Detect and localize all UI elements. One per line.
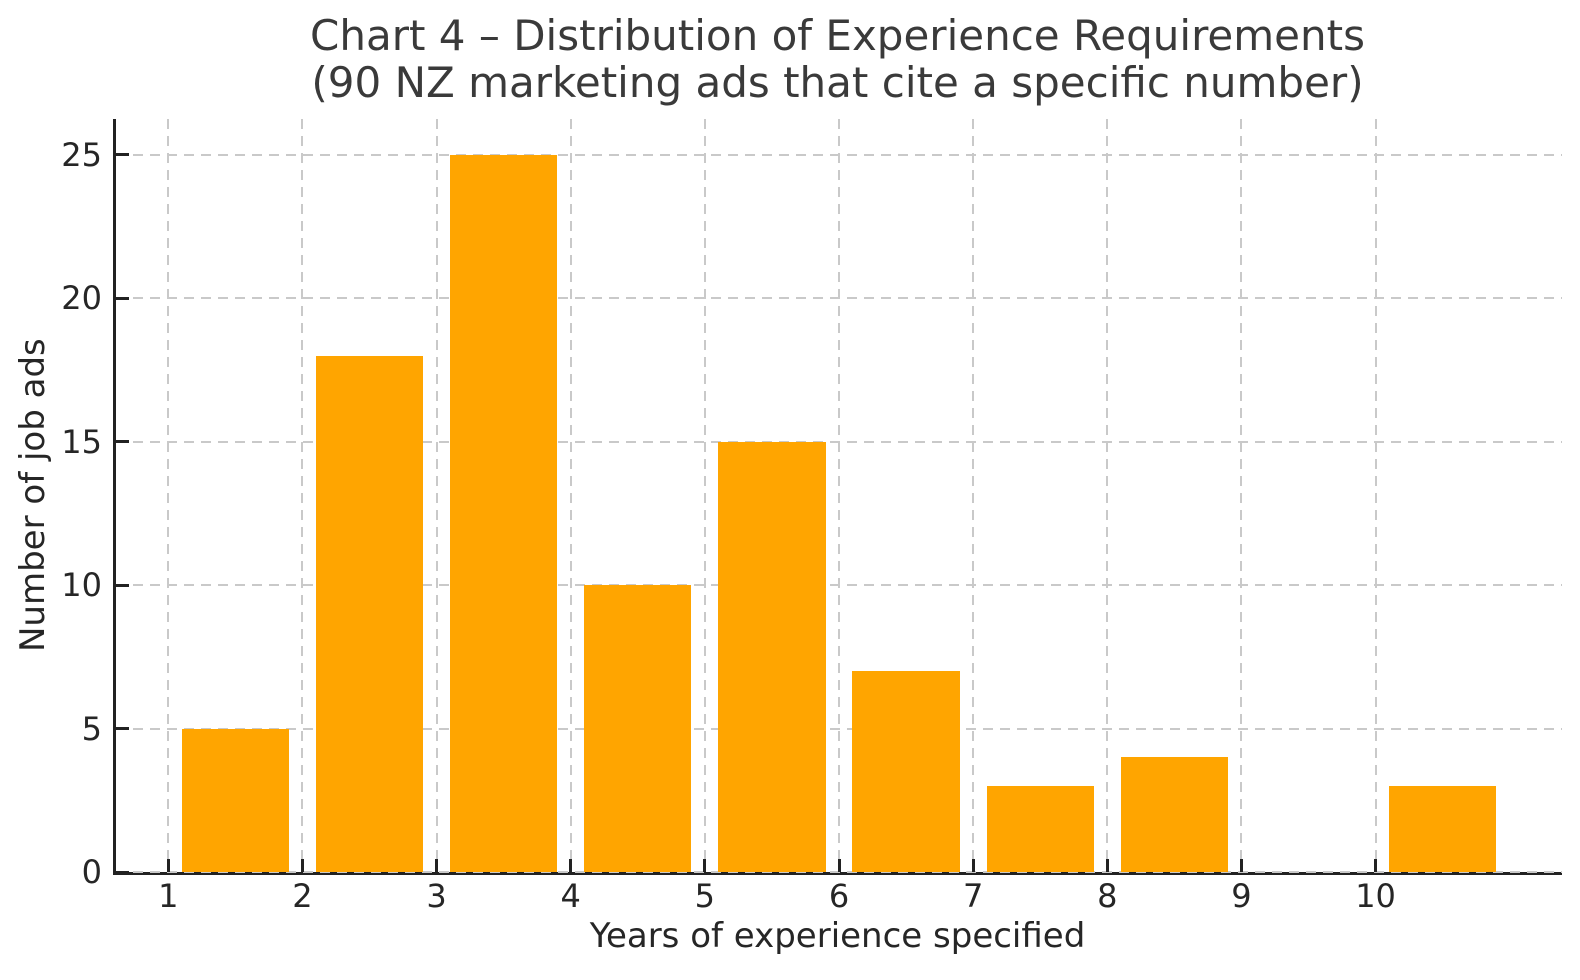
x-tick-label: 9 bbox=[1231, 877, 1252, 915]
v-gridline bbox=[1240, 119, 1243, 872]
x-tick-label: 7 bbox=[962, 877, 984, 915]
chart-title-line1: Chart 4 – Distribution of Experience Req… bbox=[310, 11, 1365, 60]
x-tick-mark bbox=[166, 859, 170, 872]
x-tick-mark bbox=[435, 859, 439, 872]
v-gridline bbox=[569, 119, 572, 872]
bar bbox=[1388, 785, 1497, 872]
chart-title-line2: (90 NZ marketing ads that cite a specifi… bbox=[311, 58, 1364, 107]
bar bbox=[584, 585, 692, 872]
v-gridline bbox=[1106, 119, 1109, 872]
x-tick-mark bbox=[569, 859, 573, 872]
y-tick-mark bbox=[116, 727, 129, 731]
bar bbox=[986, 785, 1094, 872]
bar bbox=[181, 728, 290, 872]
bar bbox=[718, 441, 826, 872]
x-tick-mark bbox=[703, 859, 707, 872]
x-tick-label: 1 bbox=[158, 877, 179, 915]
x-tick-label: 2 bbox=[292, 877, 313, 915]
h-gridline bbox=[116, 871, 1562, 873]
x-tick-label: 4 bbox=[560, 877, 581, 915]
v-gridline bbox=[838, 119, 840, 872]
y-tick-label: 15 bbox=[61, 422, 102, 461]
y-tick-mark bbox=[116, 870, 129, 874]
x-tick-mark bbox=[837, 859, 841, 872]
chart-title: Chart 4 – Distribution of Experience Req… bbox=[113, 12, 1562, 106]
y-axis-label: Number of job ads bbox=[13, 338, 53, 653]
bar bbox=[852, 671, 960, 872]
x-tick-label: 10 bbox=[1355, 877, 1396, 915]
y-tick-label: 25 bbox=[61, 135, 102, 174]
v-gridline bbox=[167, 119, 170, 872]
v-gridline bbox=[703, 119, 706, 872]
plot-area: 1 2 3 4 5 6 7 8 9 10 0 5 10 15 20 25 bbox=[61, 119, 1562, 912]
y-tick-mark bbox=[116, 583, 129, 587]
bar bbox=[1120, 757, 1228, 872]
x-tick-label: 5 bbox=[694, 877, 716, 915]
x-tick-mark bbox=[1374, 859, 1378, 872]
x-tick-mark bbox=[1239, 859, 1243, 872]
y-tick-label: 0 bbox=[81, 853, 102, 891]
x-tick-label: 3 bbox=[426, 877, 447, 915]
x-tick-mark bbox=[1105, 859, 1109, 872]
y-tick-mark bbox=[116, 153, 129, 157]
y-tick-mark bbox=[116, 440, 129, 444]
bar bbox=[450, 154, 558, 872]
x-tick-mark bbox=[300, 859, 304, 872]
v-gridline bbox=[972, 119, 975, 872]
x-tick-label: 6 bbox=[828, 877, 850, 915]
y-tick-mark bbox=[116, 296, 129, 300]
v-gridline bbox=[301, 119, 304, 872]
y-tick-label: 20 bbox=[61, 279, 102, 318]
bar bbox=[315, 355, 424, 872]
x-axis-label: Years of experience specified bbox=[589, 916, 1086, 956]
v-gridline bbox=[1374, 119, 1377, 872]
x-tick-mark bbox=[971, 859, 975, 872]
y-tick-label: 10 bbox=[61, 566, 102, 605]
v-gridline bbox=[435, 119, 438, 872]
y-tick-label: 5 bbox=[81, 709, 102, 748]
x-tick-label: 8 bbox=[1097, 877, 1118, 915]
